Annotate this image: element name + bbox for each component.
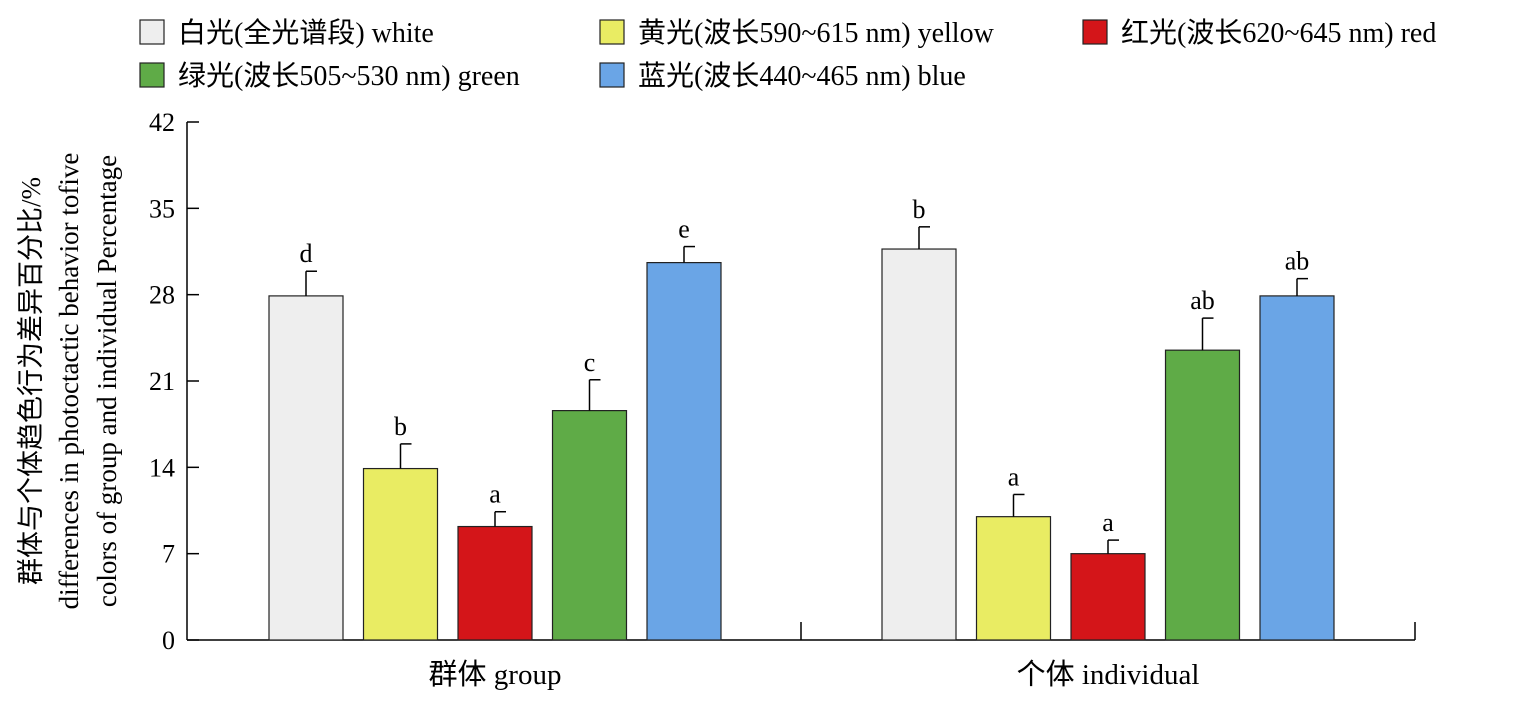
significance-label: a: [1102, 508, 1114, 537]
x-category-label: 群体 group: [429, 658, 562, 691]
bar: [646, 262, 722, 641]
y-axis-label-line: differences in photoctactic behavior tof…: [54, 153, 84, 610]
significance-label: ab: [1285, 247, 1310, 276]
significance-label: b: [394, 412, 407, 441]
bar: [975, 516, 1052, 641]
legend-swatch: [1082, 19, 1108, 45]
significance-label: b: [913, 195, 926, 224]
legend-swatch: [139, 62, 165, 88]
y-tick-label: 14: [149, 453, 175, 482]
legend-label: 白光(全光谱段) white: [178, 17, 434, 49]
bar: [268, 295, 344, 641]
y-tick-label: 7: [162, 540, 175, 569]
y-tick-label: 42: [149, 108, 175, 137]
bar: [551, 410, 628, 641]
bar: [457, 525, 533, 641]
legend-label: 蓝光(波长440~465 nm) blue: [638, 60, 966, 92]
y-tick-label: 0: [162, 626, 175, 655]
legend-label: 黄光(波长590~615 nm) yellow: [638, 17, 995, 49]
x-category-label: 个体 individual: [1017, 658, 1200, 691]
significance-label: d: [300, 239, 313, 268]
significance-label: a: [489, 480, 501, 509]
y-tick-label: 28: [149, 281, 175, 310]
bar: [362, 467, 439, 641]
legend-label: 红光(波长620~645 nm) red: [1121, 17, 1436, 49]
significance-label: e: [678, 215, 690, 244]
axes: 0 7 14 21 28 35 42 群体 group 个体 individual: [149, 108, 1416, 691]
bar: [1070, 553, 1146, 641]
y-tick-label: 21: [149, 367, 175, 396]
y-axis-label-line: colors of group and individual Percentag…: [92, 155, 122, 607]
significance-label: ab: [1190, 286, 1215, 315]
bar: [1164, 349, 1241, 641]
legend-swatch: [599, 62, 625, 88]
legend-label: 绿光(波长505~530 nm) green: [178, 60, 520, 92]
legend-swatch: [139, 19, 165, 45]
significance-label: c: [584, 348, 596, 377]
bar: [1259, 295, 1335, 641]
legend: 白光(全光谱段) white 黄光(波长590~615 nm) yellow 红光(…: [139, 17, 1436, 92]
y-tick-label: 35: [149, 194, 175, 223]
y-axis-label-line: 群体与个体趋色行为差异百分比/%: [16, 177, 46, 585]
legend-swatch: [599, 19, 625, 45]
bar: [881, 248, 957, 641]
bars: d b b a a a c ab e ab: [268, 195, 1335, 641]
significance-label: a: [1008, 462, 1020, 491]
y-axis-label: 群体与个体趋色行为差异百分比/% differences in photoctac…: [16, 153, 122, 610]
